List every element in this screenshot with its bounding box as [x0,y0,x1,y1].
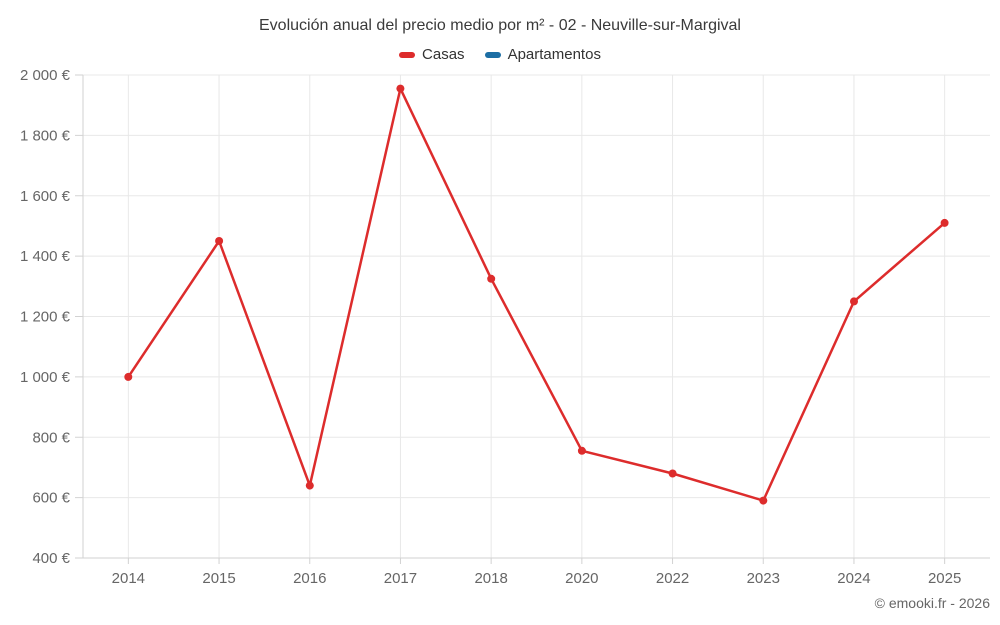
x-axis-label: 2025 [928,570,961,587]
x-axis-label: 2023 [747,570,780,587]
legend-label: Casas [422,46,465,63]
data-point-casas[interactable] [487,274,496,283]
y-axis-label: 2 000 € [20,67,71,84]
y-axis-label: 400 € [32,550,70,567]
x-axis-label: 2015 [202,570,235,587]
x-axis-label: 2018 [474,570,507,587]
data-point-casas[interactable] [305,481,314,490]
data-point-casas[interactable] [850,297,858,306]
data-point-casas[interactable] [124,372,133,381]
chart-legend: Casas Apartamentos [0,46,1000,63]
y-axis-label: 800 € [32,429,70,446]
series-line-casas [127,87,946,502]
legend-item-casas[interactable]: Casas [399,46,465,63]
y-axis-label: 1 200 € [20,309,71,326]
legend-label: Apartamentos [507,46,601,63]
data-point-casas[interactable] [668,469,677,478]
y-axis-label: 1 400 € [20,248,71,265]
x-axis-label: 2020 [565,570,598,587]
y-axis-label: 1 600 € [20,188,71,205]
x-axis-label: 2014 [112,570,145,587]
y-axis-label: 600 € [32,490,70,507]
credit-text: © emooki.fr - 2026 [874,595,990,611]
data-point-casas[interactable] [215,237,224,245]
x-axis-label: 2017 [384,570,417,587]
data-point-casas[interactable] [940,218,949,227]
legend-item-apartamentos[interactable]: Apartamentos [484,46,601,63]
legend-swatch-casas [399,51,416,58]
data-point-casas[interactable] [759,496,768,505]
x-axis-label: 2024 [837,570,870,587]
data-point-casas[interactable] [396,84,405,93]
y-axis-label: 1 800 € [20,127,71,144]
chart-title: Evolución anual del precio medio por m² … [259,17,741,34]
x-axis-label: 2016 [293,570,326,587]
y-axis-label: 1 000 € [20,369,71,386]
x-axis-label: 2022 [656,570,689,587]
data-point-casas[interactable] [577,446,586,455]
legend-swatch-apartamentos [484,51,501,58]
